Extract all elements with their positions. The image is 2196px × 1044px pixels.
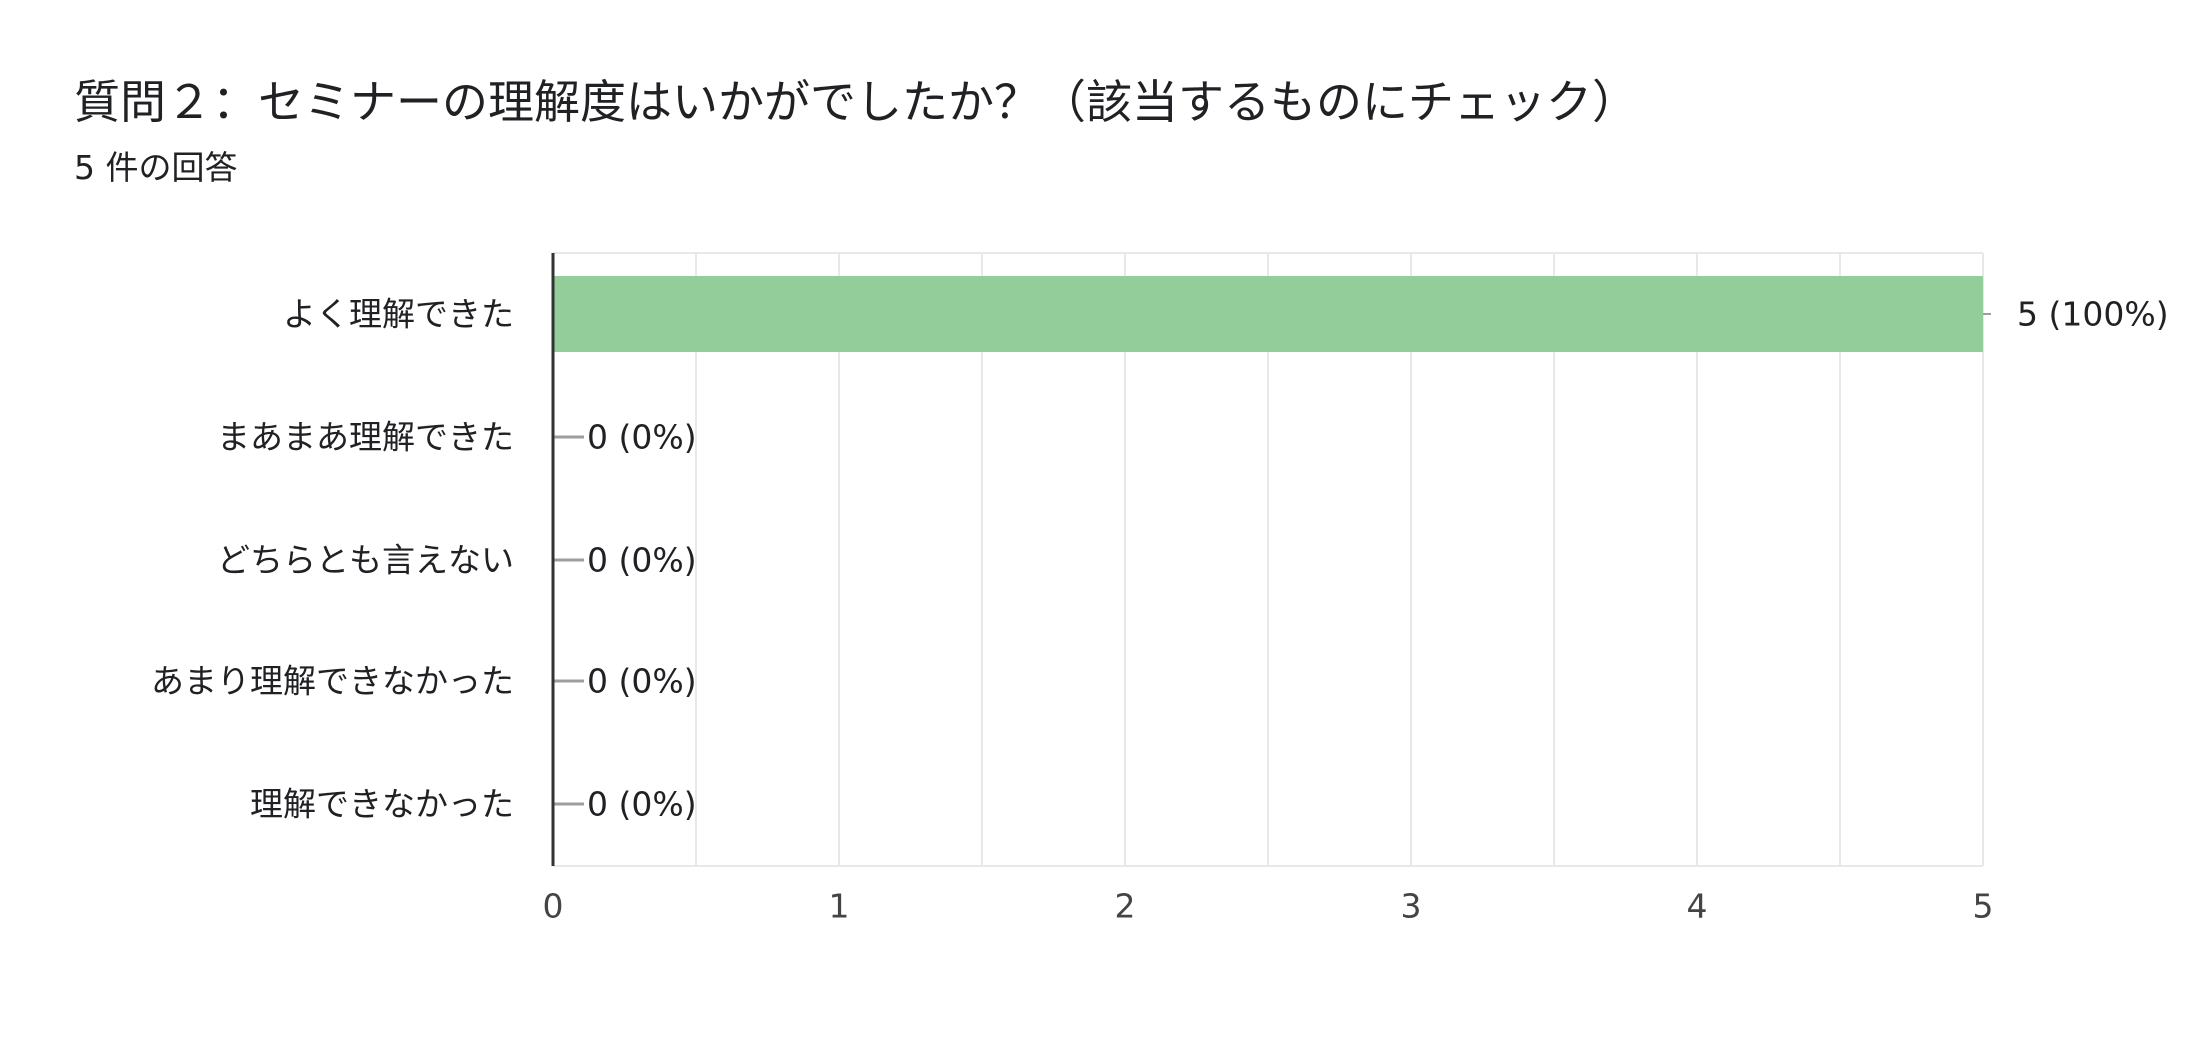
x-tick-label: 1 <box>829 887 850 926</box>
x-tick-label: 5 <box>1973 887 1994 926</box>
category-label: 理解できなかった <box>250 785 514 824</box>
data-label: 0 (0%) <box>587 541 697 580</box>
category-label: まあまあ理解できた <box>217 418 514 457</box>
bar <box>553 276 1983 352</box>
data-label: 0 (0%) <box>587 662 697 701</box>
category-label: よく理解できた <box>283 295 514 334</box>
question-title: 質問２：セミナーの理解度はいかがでしたか？（該当するものにチェック） <box>74 75 1638 129</box>
x-tick-label: 4 <box>1687 887 1708 926</box>
response-count: 5 件の回答 <box>74 148 238 187</box>
data-label: 0 (0%) <box>587 418 697 457</box>
x-tick-label: 0 <box>543 887 564 926</box>
category-label: どちらとも言えない <box>217 541 514 580</box>
data-label: 0 (0%) <box>587 785 697 824</box>
x-tick-label: 2 <box>1115 887 1136 926</box>
data-label: 5 (100%) <box>2017 295 2169 334</box>
x-tick-label: 3 <box>1401 887 1422 926</box>
category-label: あまり理解できなかった <box>151 662 514 701</box>
